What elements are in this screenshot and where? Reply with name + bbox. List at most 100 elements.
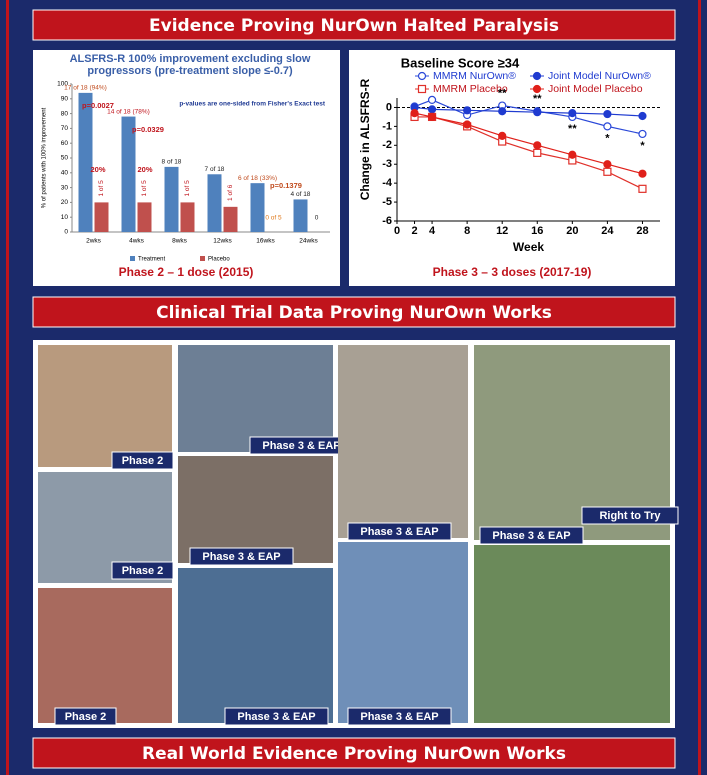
annotation: ** [568,123,577,135]
x-tick-label: 4wks [129,238,145,245]
y-tick-label: -4 [382,177,393,189]
y-tick-label: 50 [61,155,69,162]
x-tick-label: 24wks [299,238,318,245]
chart-title: ALSFRS-R 100% improvement excluding slow… [69,53,311,77]
photo-caption: Phase 3 & EAP [492,530,570,542]
x-tick-label: 28 [636,225,648,237]
annotation: 20% [90,165,105,174]
photo [178,456,333,563]
annotation: * [640,140,645,152]
y-tick-label: 30 [61,184,69,191]
marker [533,148,542,157]
bar [121,116,136,232]
border-line [6,0,9,775]
banner [32,737,676,769]
photo-caption: Phase 3 & EAP [360,711,438,723]
y-tick-label: -2 [382,139,392,151]
annotation: p=0.0027 [82,101,114,110]
bar [180,202,195,232]
marker [638,111,647,121]
annotation: p=0.0329 [132,125,164,134]
y-tick-label: 40 [61,170,69,177]
banner [32,296,676,328]
x-tick-label: 0 [394,225,400,237]
marker [568,150,577,159]
marker [638,169,647,178]
y-tick-label: 0 [386,101,392,113]
annotation: * [605,132,610,144]
annotation: ** [533,93,542,105]
marker [638,184,647,193]
legend-swatch [130,256,135,261]
legend-label: Joint Model Placebo [548,83,643,95]
legend-label: Treatment [138,257,165,263]
value-label: 6 of 18 (33%) [238,175,277,182]
legend-swatch [200,256,205,261]
photo-caption-bg [189,547,294,566]
annotation: p=0.1379 [270,181,302,190]
y-tick-label: -1 [382,120,392,132]
x-tick-label: 12 [496,225,508,237]
marker [498,131,507,140]
marker [498,107,507,116]
marker [533,141,542,150]
marker [417,84,427,94]
caption: Phase 2 – 1 dose (2015) [119,265,254,279]
photo [338,542,468,723]
marker [410,109,419,118]
legend-label: MMRM NurOwn® [433,70,516,82]
banner [32,9,676,41]
photo-caption-bg [224,707,329,726]
marker [427,112,437,122]
y-tick-label: 20 [61,199,69,206]
y-tick-label: 70 [61,125,69,132]
marker [427,105,437,114]
y-tick-label: 0 [64,229,68,236]
bar [137,202,152,232]
legend-label: Placebo [208,257,230,263]
value-label: 17 of 18 (94%) [64,85,107,92]
photo-caption-bg [111,561,174,580]
banner-text: Real World Evidence Proving NurOwn Works [142,744,566,764]
bar [207,174,222,232]
photo-caption-bg [479,526,584,545]
photo-caption-bg [347,522,452,541]
photo [338,345,468,538]
photo-caption: Phase 2 [65,711,107,723]
y-tick-label: -3 [382,158,392,170]
border-line [698,0,701,775]
marker [638,129,647,139]
photo-caption-bg [111,451,174,470]
y-tick-label: -5 [382,196,392,208]
y-axis-label: Change in ALSFRS-R [358,78,372,200]
photo [474,545,670,723]
marker [603,122,612,131]
value-label: 1 of 5 [141,180,148,197]
y-tick-label: 80 [61,110,69,117]
photo-caption: Phase 3 & EAP [360,526,438,538]
x-tick-label: 12wks [213,238,232,245]
x-axis-label: Week [513,240,544,254]
value-label: 0 of 5 [265,215,282,222]
value-label: 1 of 5 [184,180,191,197]
photo [38,588,172,723]
x-tick-label: 2 [411,225,417,237]
chart-title: Baseline Score ≥34 [401,55,520,70]
x-tick-label: 24 [601,225,614,237]
marker [603,160,612,169]
legend-label: MMRM Placebo [433,83,508,95]
x-tick-label: 20 [566,225,578,237]
photo-caption: Phase 3 & EAP [202,551,280,563]
marker [603,109,612,119]
value-label: 1 of 5 [98,180,105,197]
photo-caption: Right to Try [599,510,661,522]
chart-title-box: ALSFRS-R 100% improvement excluding slow… [69,53,311,77]
x-tick-label: 2wks [86,238,102,245]
value-label: 1 of 6 [227,184,234,201]
marker [533,108,542,117]
value-label: 4 of 18 [291,191,311,198]
y-tick-label: 60 [61,140,69,147]
series-line [414,99,643,135]
x-tick-label: 16 [531,225,543,237]
bar [293,199,308,232]
